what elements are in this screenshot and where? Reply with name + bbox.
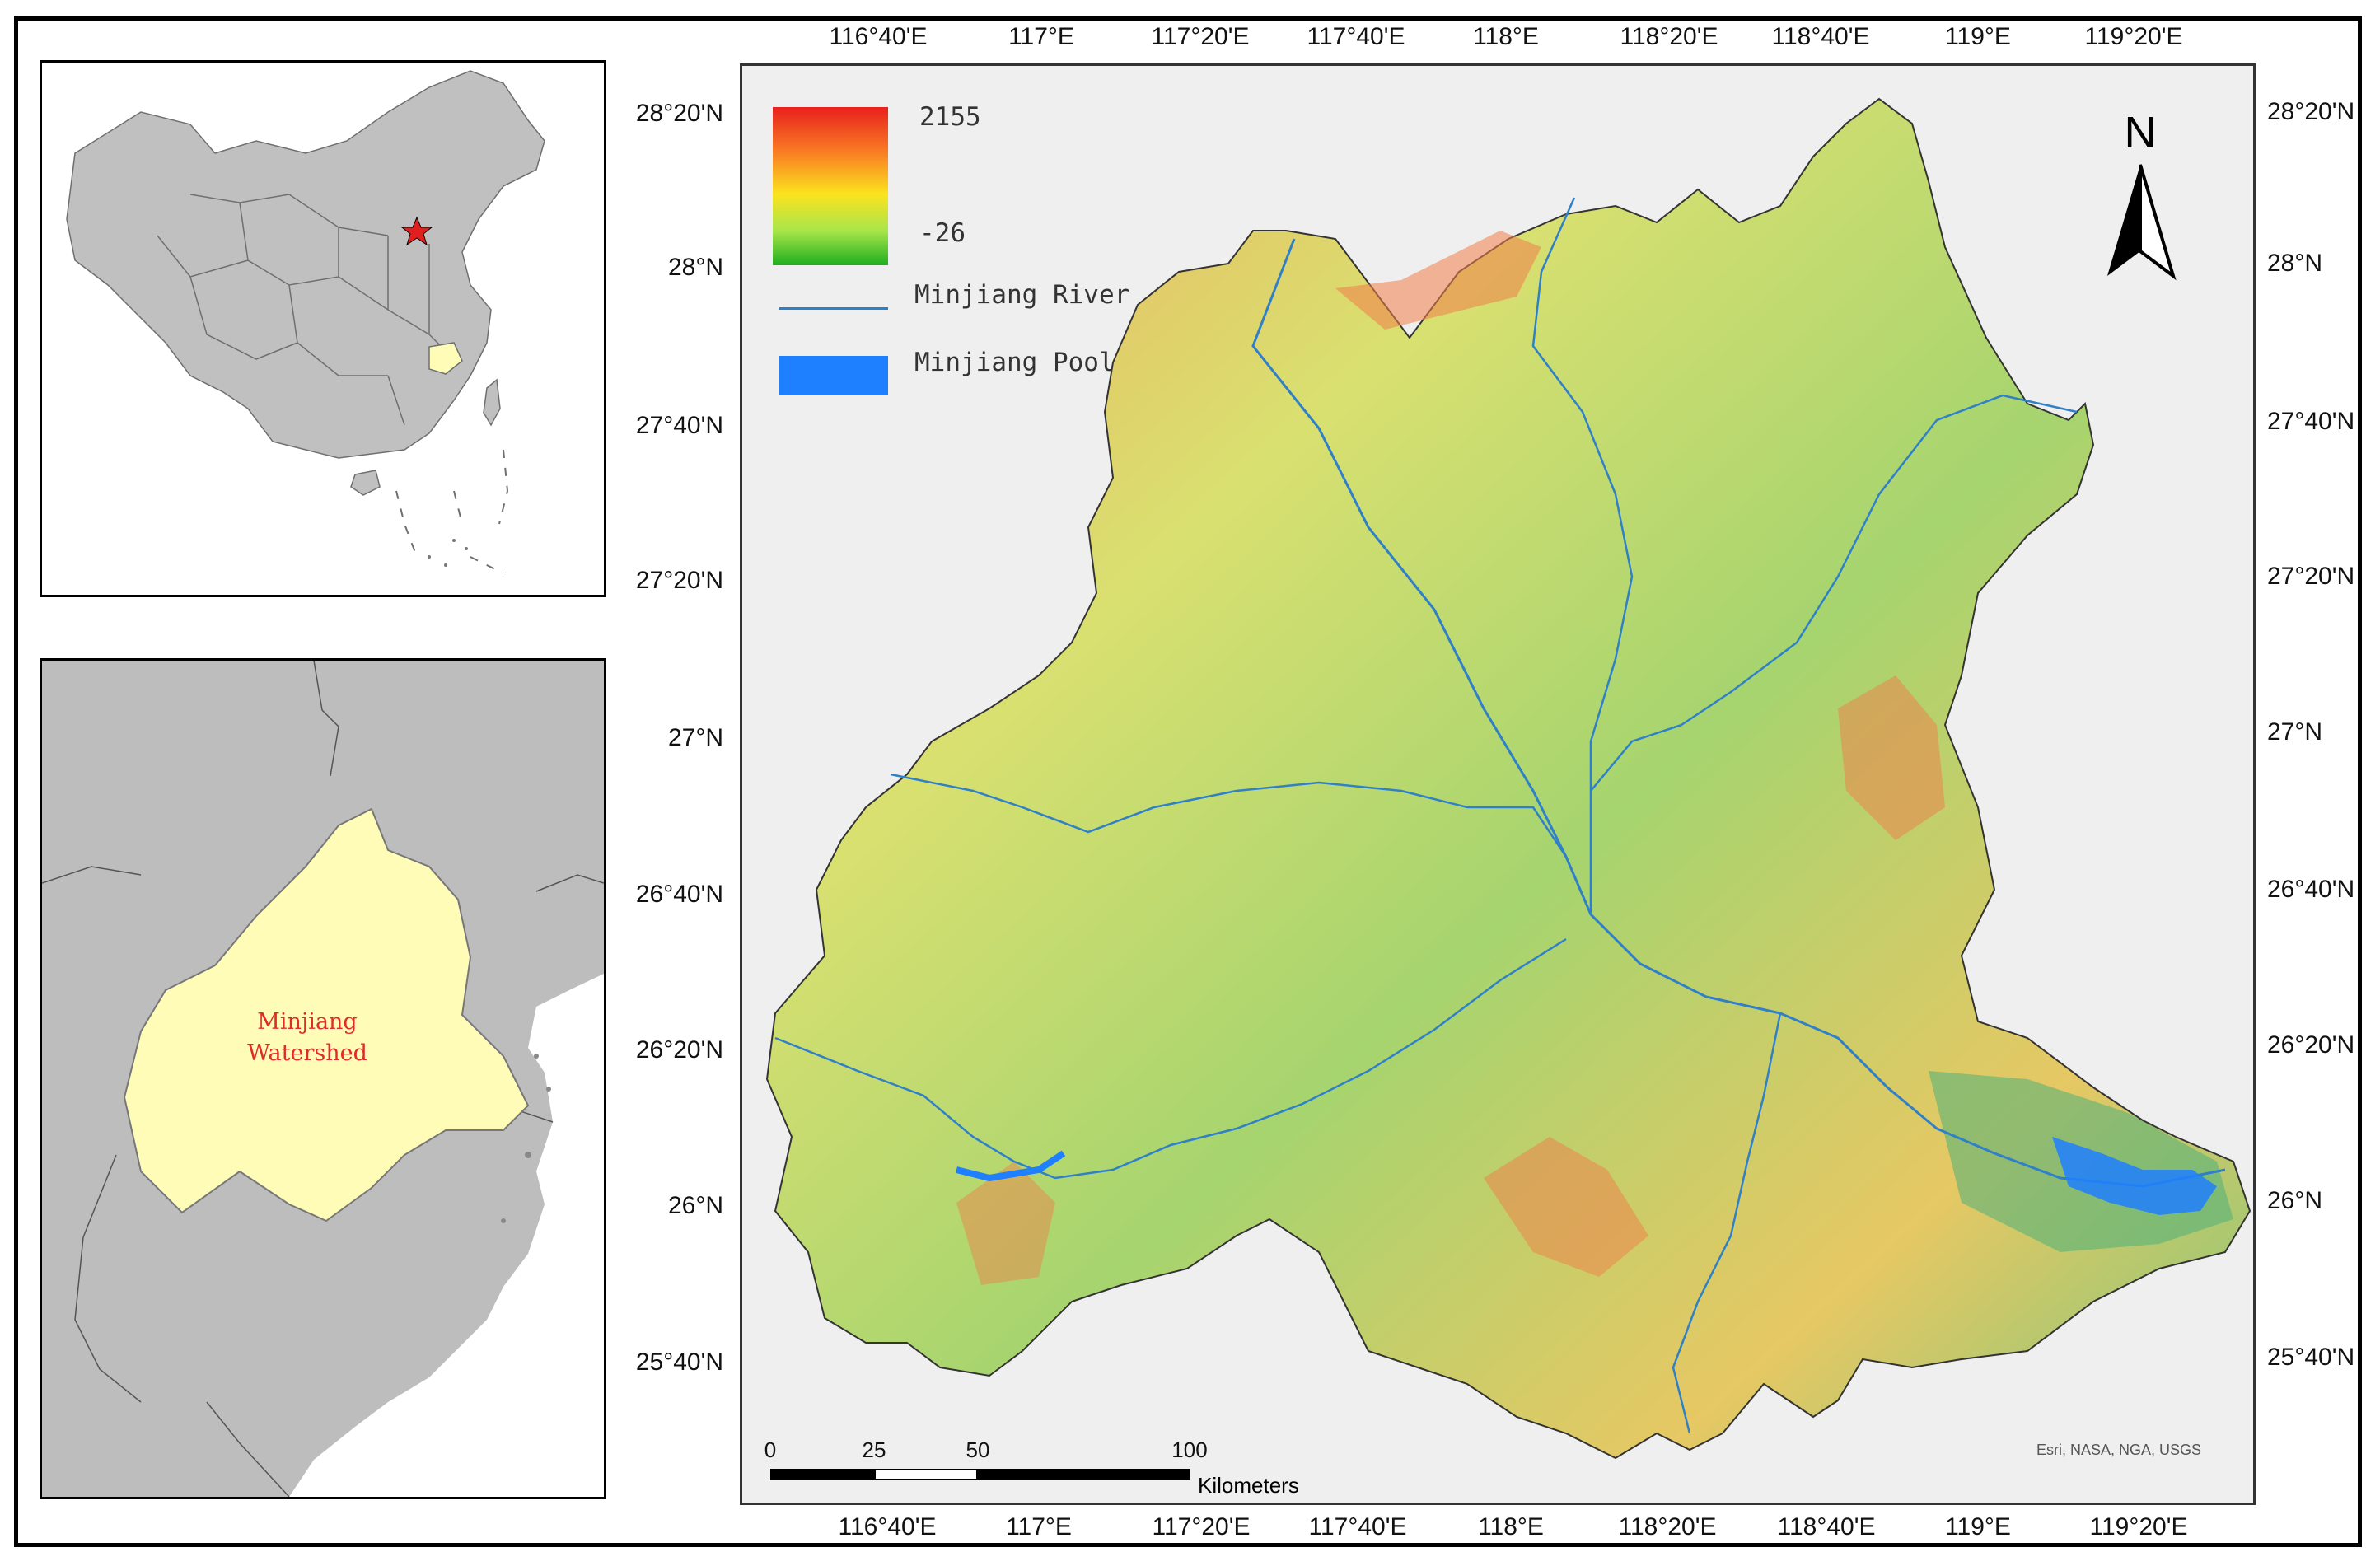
watershed-elevation-fill xyxy=(765,97,2251,1460)
taiwan-island xyxy=(483,378,501,427)
fujian-map xyxy=(42,661,604,1497)
scale-segment xyxy=(978,1469,1190,1480)
bottom-tick: 118°20'E xyxy=(1618,1513,1717,1540)
minjiang-tributary-northeast xyxy=(1590,394,2078,792)
right-tick: 28°20'N xyxy=(2267,98,2355,125)
scale-units: Kilometers xyxy=(1198,1473,1299,1498)
top-tick: 117°40'E xyxy=(1307,23,1405,50)
china-landmass xyxy=(66,70,545,459)
china-map xyxy=(66,70,545,574)
right-tick: 26°N xyxy=(2267,1187,2323,1214)
red-highland-east xyxy=(1838,675,1945,840)
top-tick: 118°E xyxy=(1473,23,1539,50)
watershed-label: Minjiang Watershed xyxy=(225,1007,390,1069)
fujian-location-inset: Minjiang Watershed xyxy=(40,658,606,1499)
top-tick: 117°20'E xyxy=(1151,23,1250,50)
scale-segment xyxy=(874,1469,978,1480)
map-attribution: Esri, NASA, NGA, USGS xyxy=(2036,1442,2202,1458)
bottom-tick: 119°E xyxy=(1945,1513,2011,1540)
china-overview-inset xyxy=(40,60,606,597)
minjiang-tributary-northwest xyxy=(890,773,1568,858)
scale-tick-label: 0 xyxy=(764,1437,777,1462)
red-highland-south xyxy=(1484,1137,1648,1277)
top-tick: 119°E xyxy=(1945,23,2011,50)
pool-legend-label: Minjiang Pool xyxy=(914,348,1115,377)
top-tick: 118°20'E xyxy=(1620,23,1718,50)
watershed-area xyxy=(123,807,530,1222)
bottom-tick: 117°E xyxy=(1006,1513,1072,1540)
right-tick: 25°40'N xyxy=(2267,1344,2355,1371)
sea-area xyxy=(289,974,604,1497)
top-tick: 117°E xyxy=(1008,23,1074,50)
top-tick: 116°40'E xyxy=(829,23,928,50)
top-tick: 118°40'E xyxy=(1771,23,1870,50)
left-tick: 27°20'N xyxy=(635,567,723,594)
pool-legend-symbol xyxy=(779,356,888,395)
river-legend-label: Minjiang River xyxy=(914,280,1130,310)
left-tick: 28°N xyxy=(667,254,723,281)
right-tick: 27°40'N xyxy=(2267,408,2355,435)
left-tick: 26°20'N xyxy=(635,1036,723,1063)
north-arrow-icon xyxy=(2107,164,2177,281)
bottom-tick: 116°40'E xyxy=(838,1513,937,1540)
watershed-label-line1: Minjiang xyxy=(257,1009,358,1035)
scale-bar: 0 25 50 100 Kilometers xyxy=(764,1437,1343,1498)
beijing-star-icon xyxy=(400,216,433,246)
minjiang-tributary-north xyxy=(1531,197,1634,914)
elevation-max-label: 2155 xyxy=(919,102,981,132)
elevation-min-label: -26 xyxy=(919,218,966,248)
minjiang-pool xyxy=(2052,1137,2217,1215)
bottom-tick: 118°40'E xyxy=(1777,1513,1876,1540)
map-legend: 2155 -26 Minjiang River Minjiang Pool xyxy=(773,102,1152,404)
watershed-label-line2: Watershed xyxy=(247,1040,367,1066)
bottom-tick: 117°20'E xyxy=(1152,1513,1251,1540)
minjiang-tributary-south xyxy=(1672,1012,1782,1434)
hainan-island xyxy=(350,470,381,496)
north-label: N xyxy=(2124,108,2157,157)
river-legend-symbol xyxy=(779,307,888,310)
right-tick: 27°N xyxy=(2267,718,2323,746)
red-highland-southwest xyxy=(956,1162,1055,1285)
elevation-color-ramp xyxy=(773,107,888,265)
left-tick: 27°40'N xyxy=(635,412,723,439)
bottom-tick: 118°E xyxy=(1478,1513,1544,1540)
red-highland-north xyxy=(1335,231,1541,330)
fujian-highlight xyxy=(428,342,463,375)
bottom-tick: 117°40'E xyxy=(1308,1513,1407,1540)
left-tick: 28°20'N xyxy=(635,100,723,127)
right-tick: 28°N xyxy=(2267,250,2323,277)
left-tick: 27°N xyxy=(667,724,723,751)
minjiang-tributary-west xyxy=(774,937,1567,1180)
right-tick: 27°20'N xyxy=(2267,563,2355,590)
right-tick: 26°40'N xyxy=(2267,876,2355,903)
right-tick: 26°20'N xyxy=(2267,1031,2355,1059)
left-tick: 26°40'N xyxy=(635,881,723,908)
minjiang-river xyxy=(1251,238,2226,1188)
scale-tick-label: 50 xyxy=(966,1437,990,1462)
scale-tick-label: 25 xyxy=(862,1437,886,1462)
south-china-sea-dashes xyxy=(395,449,509,574)
scale-tick-label: 100 xyxy=(1171,1437,1208,1462)
north-arrow: N xyxy=(2099,107,2181,288)
top-tick: 119°20'E xyxy=(2084,23,2183,50)
elevation-map-panel xyxy=(740,63,2256,1505)
elevation-map xyxy=(742,66,2253,1503)
scale-segment xyxy=(770,1469,874,1480)
left-tick: 25°40'N xyxy=(635,1349,723,1376)
bottom-tick: 119°20'E xyxy=(2089,1513,2188,1540)
left-tick: 26°N xyxy=(667,1192,723,1219)
reservoir-west xyxy=(956,1150,1066,1182)
